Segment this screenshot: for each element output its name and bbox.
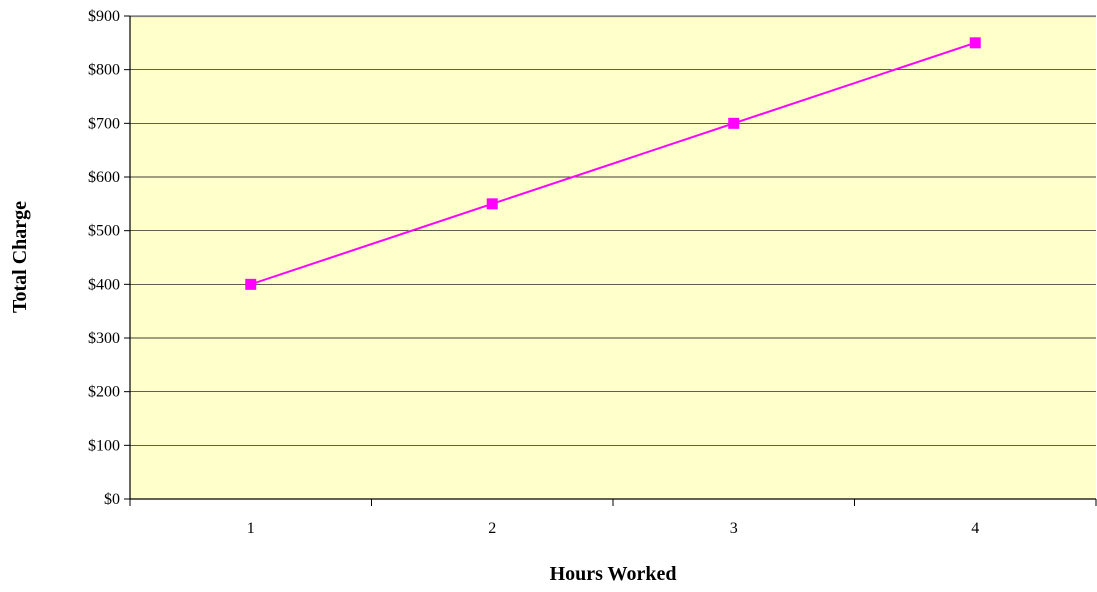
y-tick-label: $300 [88,330,120,347]
y-tick-label: $600 [88,169,120,186]
y-tick-label: $100 [88,437,120,454]
y-tick-label: $400 [88,276,120,293]
y-tick-label: $800 [88,62,120,79]
x-tick-label: 4 [971,520,979,537]
x-axis: 1 2 3 4 [130,499,1096,537]
y-tick-label: $700 [88,115,120,132]
data-point-marker [970,37,981,48]
data-point-marker [245,279,256,290]
y-axis: $0 $100 $200 $300 $400 $500 $600 $700 $800 $900 [88,8,130,508]
plot-area [130,16,1096,499]
y-axis-title: Total Charge [9,201,31,313]
y-tick-label: $200 [88,384,120,401]
y-tick-label: $0 [104,491,120,508]
x-axis-title: Hours Worked [550,563,677,585]
x-tick-label: 1 [247,520,255,537]
data-point-marker [728,118,739,129]
data-point-marker [487,198,498,209]
x-tick-label: 2 [488,520,496,537]
x-tick-label: 3 [730,520,738,537]
y-tick-label: $900 [88,8,120,25]
y-tick-label: $500 [88,223,120,240]
